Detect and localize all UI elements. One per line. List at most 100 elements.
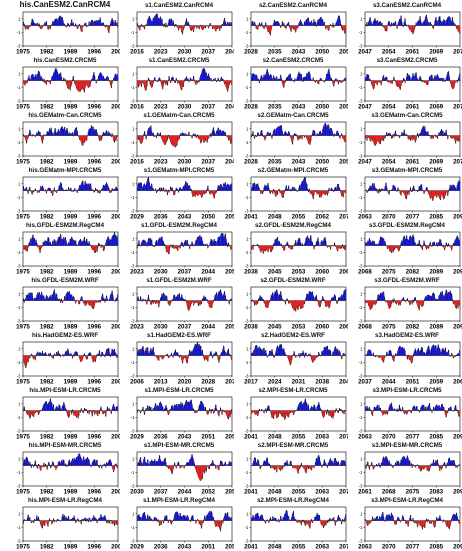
series-bars — [251, 123, 346, 145]
x-tick-label: 2035 — [268, 49, 282, 56]
chart-plot: 1-1-320162023203020372045 — [124, 2, 234, 56]
x-tick-label: 2004 — [111, 214, 120, 221]
y-tick-label: -1 — [17, 250, 21, 255]
x-tick-label: 2070 — [339, 214, 348, 221]
negative-bar — [281, 466, 282, 468]
x-tick-label: 2006 — [130, 379, 144, 386]
y-tick-label: 1 — [132, 16, 135, 21]
x-tick-label: 1996 — [87, 434, 101, 441]
y-tick-label: -1 — [131, 470, 135, 475]
negative-bar — [205, 191, 206, 193]
chart-plot: 1-1-320292036204320502058 — [124, 167, 234, 221]
positive-bar — [153, 461, 154, 465]
positive-bar — [424, 22, 425, 26]
positive-bar — [139, 463, 140, 466]
x-tick-label: 2059 — [429, 379, 443, 386]
positive-bar — [48, 132, 49, 135]
positive-bar — [48, 188, 49, 191]
series-line — [137, 68, 231, 91]
x-tick-label: 2055 — [292, 214, 306, 221]
positive-bar — [381, 295, 382, 301]
x-tick-label: 1989 — [64, 49, 78, 56]
series-bars — [23, 348, 118, 368]
x-tick-label: 1975 — [16, 434, 30, 441]
positive-bar — [186, 183, 187, 191]
positive-bar — [48, 402, 49, 410]
positive-bar — [58, 74, 59, 80]
x-tick-label: 2061 — [406, 104, 420, 111]
x-tick-label: 2053 — [292, 324, 306, 331]
negative-bar — [229, 411, 230, 414]
x-tick-label: 2061 — [406, 159, 420, 166]
series-bars — [23, 399, 118, 419]
positive-bar — [305, 77, 306, 81]
positive-bar — [148, 18, 149, 25]
x-tick-label: 1989 — [64, 214, 78, 221]
x-tick-label: 2097 — [453, 324, 462, 331]
positive-bar — [433, 242, 434, 246]
y-tick-label: -1 — [245, 85, 249, 90]
series-bars — [365, 15, 460, 34]
y-tick-label: -1 — [359, 195, 363, 200]
y-tick-label: -1 — [17, 360, 21, 365]
chart-plot: 1-1-319751982198919962004 — [10, 167, 120, 221]
x-tick-label: 2060 — [315, 269, 329, 276]
positive-bar — [376, 22, 377, 25]
x-tick-label: 2068 — [358, 269, 372, 276]
x-tick-label: 2054 — [382, 104, 396, 111]
positive-bar — [72, 239, 73, 246]
x-tick-label: 2085 — [429, 434, 443, 441]
series-bars — [137, 14, 232, 35]
positive-bar — [205, 73, 206, 81]
positive-bar — [428, 295, 429, 301]
series-bars — [23, 454, 118, 472]
positive-bar — [177, 352, 178, 355]
positive-bar — [186, 242, 187, 245]
positive-bar — [105, 133, 106, 136]
x-tick-label: 2029 — [130, 214, 144, 221]
negative-bar — [459, 411, 460, 414]
x-tick-label: 2062 — [315, 214, 329, 221]
negative-bar — [295, 466, 296, 468]
y-tick-label: 1 — [246, 291, 249, 296]
chart-plot: 1-1-319751982198919962004 — [10, 387, 120, 441]
negative-bar — [457, 26, 458, 30]
negative-bar — [231, 136, 232, 138]
positive-bar — [329, 350, 330, 356]
x-tick-label: 2069 — [429, 49, 443, 56]
y-tick-label: 1 — [246, 71, 249, 76]
chart-plot: 1-1-319751982198919962004 — [10, 2, 120, 56]
x-tick-label: 2037 — [201, 159, 215, 166]
positive-bar — [414, 77, 415, 81]
chart-plot: 1-1-320412048205520632070 — [238, 442, 348, 496]
chart-plot: 1-1-320472054206120692076 — [352, 57, 462, 111]
y-tick-label: 1 — [360, 181, 363, 186]
positive-bar — [53, 243, 54, 246]
chart-plot: 1-1-320682075208220892097 — [352, 222, 462, 276]
positive-bar — [91, 125, 92, 135]
plot-frame — [137, 12, 232, 46]
negative-bar — [376, 81, 377, 84]
positive-bar — [34, 77, 35, 80]
x-tick-label: 1989 — [64, 159, 78, 166]
negative-bar — [200, 466, 201, 481]
chart-plot: 1-1-320632070207720852092 — [352, 387, 462, 441]
x-tick-label: 2035 — [268, 159, 282, 166]
x-tick-label: 1982 — [40, 104, 54, 111]
series-bars — [137, 342, 232, 363]
positive-bar — [253, 73, 254, 80]
x-tick-label: 2076 — [453, 159, 462, 166]
positive-bar — [257, 350, 258, 356]
series-line — [23, 454, 117, 472]
negative-bar — [77, 411, 78, 416]
